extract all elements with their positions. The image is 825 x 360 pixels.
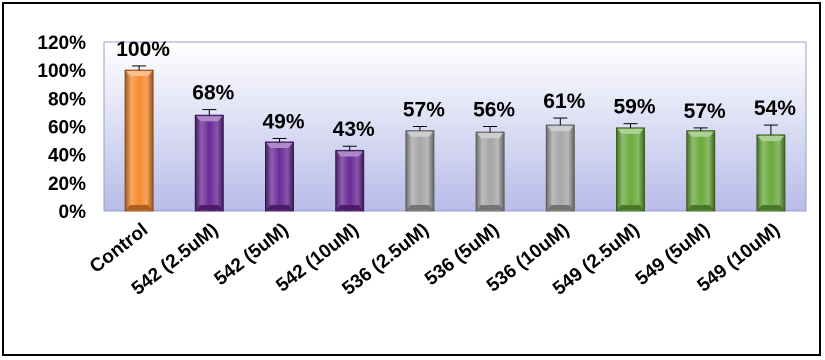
x-category-label: Control [86, 219, 152, 277]
bar [475, 131, 505, 212]
bar-bevel-top [547, 126, 574, 132]
y-tick-label: 20% [48, 174, 86, 195]
y-axis: 0% 20% 40% 60% 80% 100% 120% [37, 33, 86, 223]
bar-bevel-bottom [266, 205, 293, 210]
bar-bevel-top [126, 71, 153, 77]
bar-bevel-top [406, 131, 433, 137]
y-tick-label: 60% [48, 118, 86, 139]
bar [335, 149, 365, 212]
bar-bevel-top [336, 151, 363, 157]
y-tick-label: 100% [37, 61, 86, 82]
bar [405, 130, 435, 212]
bar-bevel-top [757, 135, 784, 141]
bar [756, 134, 786, 212]
bar-bevel-bottom [406, 205, 433, 210]
bar-bevel-top [617, 128, 644, 134]
y-tick-label: 80% [48, 89, 86, 110]
bar-bevel-top [266, 142, 293, 148]
data-label: 61% [543, 90, 585, 113]
bar-bevel-bottom [547, 205, 574, 210]
bar [545, 124, 575, 212]
bar-series: 100% 68% 49% 43% 57% 56% 61% 59% 57% 54% [116, 38, 796, 212]
bar-bevel-top [196, 116, 223, 122]
y-tick-label: 40% [48, 146, 86, 167]
data-label: 54% [754, 97, 796, 120]
bar-bevel-top [477, 133, 504, 139]
bar [686, 130, 716, 212]
data-label: 56% [473, 99, 515, 122]
data-label: 57% [684, 100, 726, 123]
bar-bevel-bottom [687, 205, 714, 210]
data-label: 43% [333, 118, 375, 141]
bar-bevel-top [687, 131, 714, 137]
data-label: 49% [262, 110, 304, 133]
y-tick-label: 0% [59, 202, 87, 223]
bar-bevel-bottom [336, 205, 363, 210]
data-label: 100% [116, 38, 170, 61]
bar-bevel-bottom [477, 205, 504, 210]
data-label: 59% [613, 96, 655, 119]
bar [265, 141, 294, 212]
bar-bevel-bottom [757, 205, 784, 210]
bar [194, 114, 224, 212]
bar-bevel-bottom [126, 205, 153, 210]
bar-bevel-bottom [617, 205, 644, 210]
bar [124, 69, 154, 212]
bar-bevel-bottom [196, 205, 223, 210]
data-label: 57% [403, 99, 445, 122]
y-tick-label: 120% [37, 33, 86, 54]
bar [616, 127, 645, 212]
data-label: 68% [192, 82, 234, 105]
